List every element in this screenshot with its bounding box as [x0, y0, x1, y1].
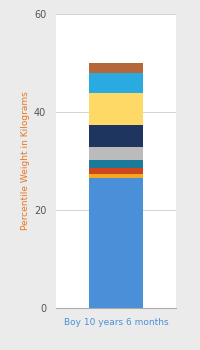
Bar	[89, 63, 143, 73]
Bar	[89, 93, 143, 125]
Bar	[89, 168, 143, 174]
Bar	[89, 147, 143, 160]
Bar	[89, 73, 143, 93]
Bar	[89, 178, 143, 308]
Bar	[89, 125, 143, 147]
Bar	[89, 174, 143, 178]
Bar	[89, 160, 143, 168]
Y-axis label: Percentile Weight in Kilograms: Percentile Weight in Kilograms	[21, 92, 30, 230]
